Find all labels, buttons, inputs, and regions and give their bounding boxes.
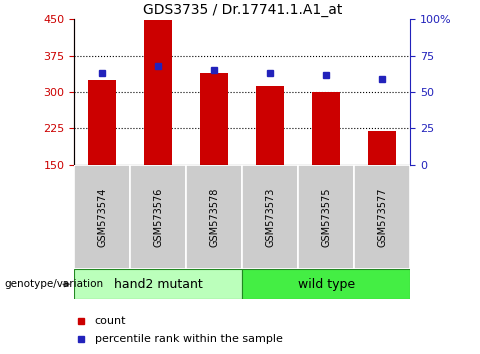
Bar — [242, 269, 410, 299]
Text: wild type: wild type — [298, 278, 355, 291]
Bar — [299, 165, 354, 269]
Bar — [354, 165, 410, 269]
Bar — [201, 73, 228, 165]
Title: GDS3735 / Dr.17741.1.A1_at: GDS3735 / Dr.17741.1.A1_at — [143, 3, 342, 17]
Bar — [144, 21, 172, 165]
Text: hand2 mutant: hand2 mutant — [114, 278, 203, 291]
Bar — [88, 80, 117, 165]
Bar — [369, 131, 396, 165]
Text: percentile rank within the sample: percentile rank within the sample — [95, 334, 282, 344]
Bar — [131, 165, 186, 269]
Text: GSM573577: GSM573577 — [377, 187, 387, 247]
Bar — [242, 165, 299, 269]
Text: GSM573574: GSM573574 — [97, 187, 108, 246]
Text: GSM573575: GSM573575 — [322, 187, 331, 247]
Text: count: count — [95, 316, 126, 326]
Text: GSM573573: GSM573573 — [265, 187, 276, 246]
Text: GSM573578: GSM573578 — [209, 187, 219, 246]
Bar — [74, 269, 242, 299]
Text: genotype/variation: genotype/variation — [5, 279, 104, 289]
Bar — [186, 165, 242, 269]
Bar — [74, 165, 131, 269]
Bar — [312, 92, 340, 165]
Bar — [256, 86, 284, 165]
Text: GSM573576: GSM573576 — [154, 187, 163, 246]
